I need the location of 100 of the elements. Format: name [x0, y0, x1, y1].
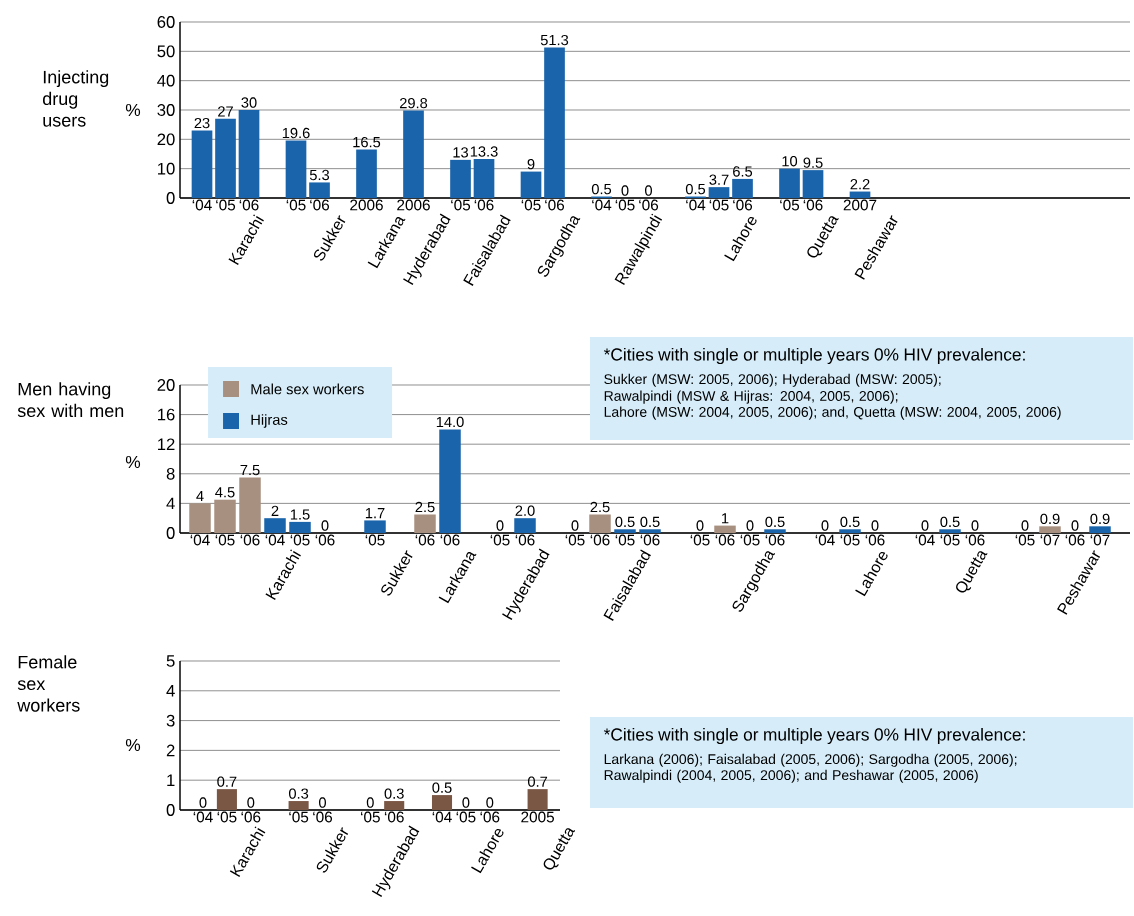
- text: Rawalpindi (2004, 2005, 2006); and Peshawar (2005, 2006): [604, 769, 978, 783]
- x-tick-label: ‘05: [940, 534, 960, 546]
- data-label: 2: [271, 505, 279, 516]
- bar: [264, 518, 286, 533]
- bar: [289, 521, 311, 533]
- data-label: 0: [1071, 520, 1079, 531]
- data-label: 0: [871, 520, 879, 531]
- data-label: 0: [366, 797, 374, 808]
- x-tick-label: ‘07: [1090, 534, 1110, 546]
- bar: [614, 529, 636, 533]
- x-tick-label: ‘05: [709, 199, 729, 211]
- bar: [356, 149, 377, 198]
- bar: [764, 529, 786, 533]
- y-tick-label: 4: [166, 685, 175, 697]
- bar: [214, 499, 236, 533]
- legend-label: Male sex workers: [251, 383, 364, 395]
- bar: [708, 187, 730, 198]
- x-tick-label: ‘04: [915, 534, 935, 546]
- x-tick-label: ‘06: [639, 199, 659, 211]
- x-tick-label: ‘06: [384, 811, 404, 823]
- data-label: 0: [971, 520, 979, 531]
- bar: [849, 191, 871, 198]
- x-tick-label: ‘06: [313, 811, 333, 823]
- x-tick-label: 2006: [350, 199, 383, 211]
- data-label: 7.5: [240, 465, 260, 476]
- data-label: 23: [194, 117, 210, 129]
- y-tick-label: 1: [167, 774, 175, 786]
- data-label: 13: [453, 147, 469, 158]
- x-tick-label: ‘06: [1065, 534, 1085, 546]
- x-tick-label: ‘05: [451, 199, 471, 211]
- y-tick-label: 20: [157, 133, 175, 146]
- x-tick-label: ‘05: [456, 811, 476, 823]
- text: *Cities with single or multiple years 0% HIV prevalence:: [603, 727, 1025, 745]
- bar: [589, 514, 611, 533]
- x-tick-label: ‘05: [615, 534, 635, 546]
- data-label: 0.9: [1040, 513, 1060, 525]
- data-label: 0.5: [432, 782, 452, 793]
- data-label: 0: [199, 797, 207, 808]
- bar: [414, 514, 436, 533]
- x-tick-label: ‘06: [310, 199, 330, 211]
- y-tick-label: 0: [166, 192, 175, 204]
- data-label: 0.5: [940, 516, 960, 528]
- x-tick-label: ‘05: [1015, 534, 1035, 546]
- bar: [473, 158, 495, 198]
- y-tick-label: 50: [157, 45, 175, 58]
- bar: [1039, 526, 1061, 533]
- data-label: 0: [496, 520, 504, 531]
- x-tick-label: ‘06: [965, 534, 985, 546]
- x-tick-label: 2005: [521, 811, 555, 823]
- data-label: 30: [241, 97, 257, 108]
- bar: [364, 520, 386, 533]
- data-label: 2.5: [590, 501, 610, 513]
- y-tick-label: 20: [157, 379, 175, 391]
- data-label: 2.5: [415, 501, 435, 513]
- data-label: 5.3: [309, 169, 330, 181]
- x-tick-label: ‘07: [1040, 534, 1060, 546]
- data-label: 0.3: [288, 788, 309, 799]
- x-tick-label: ‘04: [265, 534, 285, 546]
- data-label: 0: [486, 797, 494, 808]
- data-label: 0.5: [685, 183, 706, 195]
- x-tick-label: ‘04: [432, 811, 452, 823]
- bar: [779, 168, 800, 198]
- data-label: 0: [318, 797, 326, 808]
- y-tick-label: 30: [157, 104, 175, 116]
- y-tick-label: 12: [158, 438, 175, 451]
- x-tick-label: 2006: [397, 199, 430, 211]
- x-tick-label: ‘06: [315, 534, 335, 546]
- annotation: Lahore (MSW: 2004, 2005, 2006); and, Quetta (MSW: 2004, 2005, 2006): [604, 406, 1061, 420]
- x-tick-label: ‘05: [490, 534, 510, 546]
- x-tick-label: ‘05: [565, 534, 585, 546]
- x-tick-label: ‘06: [803, 199, 823, 211]
- y-tick-label: 2: [166, 744, 175, 757]
- data-label: 16.5: [353, 136, 381, 148]
- chart-title: Men having sex with men: [17, 382, 124, 418]
- data-label: 0: [821, 520, 829, 531]
- bar: [839, 529, 861, 533]
- data-label: 51.3: [540, 34, 569, 46]
- y-tick-label: 16: [158, 408, 175, 421]
- text: Larkana (2006); Faisalabad (2005, 2006); Sargodha (2005, 2006);: [604, 753, 1017, 767]
- x-tick-label: ‘05: [215, 534, 235, 546]
- data-label: 0.5: [840, 516, 860, 528]
- bar: [215, 118, 236, 198]
- bar: [191, 130, 213, 198]
- y-axis-title: %: [125, 738, 141, 752]
- data-label: 2.0: [515, 505, 535, 516]
- y-tick-label: 10: [158, 162, 175, 175]
- x-tick-label: ‘06: [715, 534, 735, 546]
- bar: [431, 795, 453, 810]
- x-tick-label: ‘06: [480, 811, 500, 823]
- x-tick-label: ‘05: [780, 199, 800, 211]
- x-tick-label: ‘06: [415, 534, 435, 546]
- data-label: 0.5: [640, 516, 660, 528]
- x-tick-label: ‘05: [216, 199, 236, 211]
- x-tick-label: ‘06: [733, 199, 753, 211]
- bar: [544, 47, 565, 198]
- text: *Cities with single or multiple years 0% HIV prevalence:: [603, 347, 1025, 365]
- y-tick-label: 3: [166, 714, 175, 727]
- y-axis-title: %: [125, 103, 141, 117]
- y-tick-label: 8: [166, 467, 175, 480]
- data-label: 2.2: [850, 179, 870, 190]
